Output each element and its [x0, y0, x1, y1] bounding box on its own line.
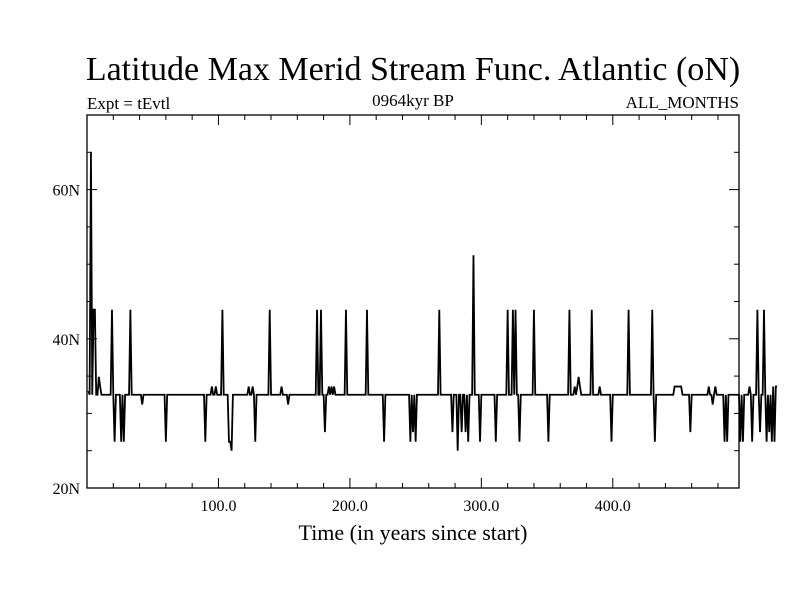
- x-tick-label: 400.0: [595, 498, 631, 515]
- x-tick-label: 200.0: [332, 498, 368, 515]
- x-tick-label: 300.0: [463, 498, 499, 515]
- axis-ticks: [87, 115, 739, 488]
- series-line: [87, 152, 778, 451]
- y-tick-label: 20N: [52, 481, 80, 498]
- months-label: ALL_MONTHS: [626, 93, 739, 112]
- y-tick-label: 40N: [52, 332, 80, 349]
- x-tick-label: 100.0: [200, 498, 236, 515]
- axis-tick-labels: 100.0 200.0 300.0 400.0 20N 40N 60N: [52, 183, 630, 515]
- experiment-label: Expt = tEvtl: [87, 94, 171, 113]
- x-axis-label: Time (in years since start): [299, 520, 528, 545]
- chart-title: Latitude Max Merid Stream Func. Atlantic…: [86, 51, 740, 88]
- plot-frame: [86, 114, 740, 489]
- period-label: 0964kyr BP: [372, 91, 454, 110]
- y-tick-label: 60N: [52, 183, 80, 200]
